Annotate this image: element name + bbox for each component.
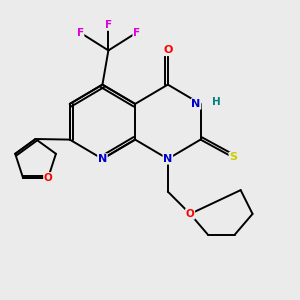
Text: F: F xyxy=(76,28,84,38)
Text: O: O xyxy=(44,173,52,183)
Text: N: N xyxy=(163,154,172,164)
Text: F: F xyxy=(133,28,140,38)
Text: F: F xyxy=(105,20,112,30)
Text: S: S xyxy=(229,152,237,162)
Text: O: O xyxy=(186,209,194,219)
Text: N: N xyxy=(191,99,201,109)
Text: O: O xyxy=(163,45,172,56)
Text: N: N xyxy=(98,154,107,164)
Text: H: H xyxy=(212,98,220,107)
